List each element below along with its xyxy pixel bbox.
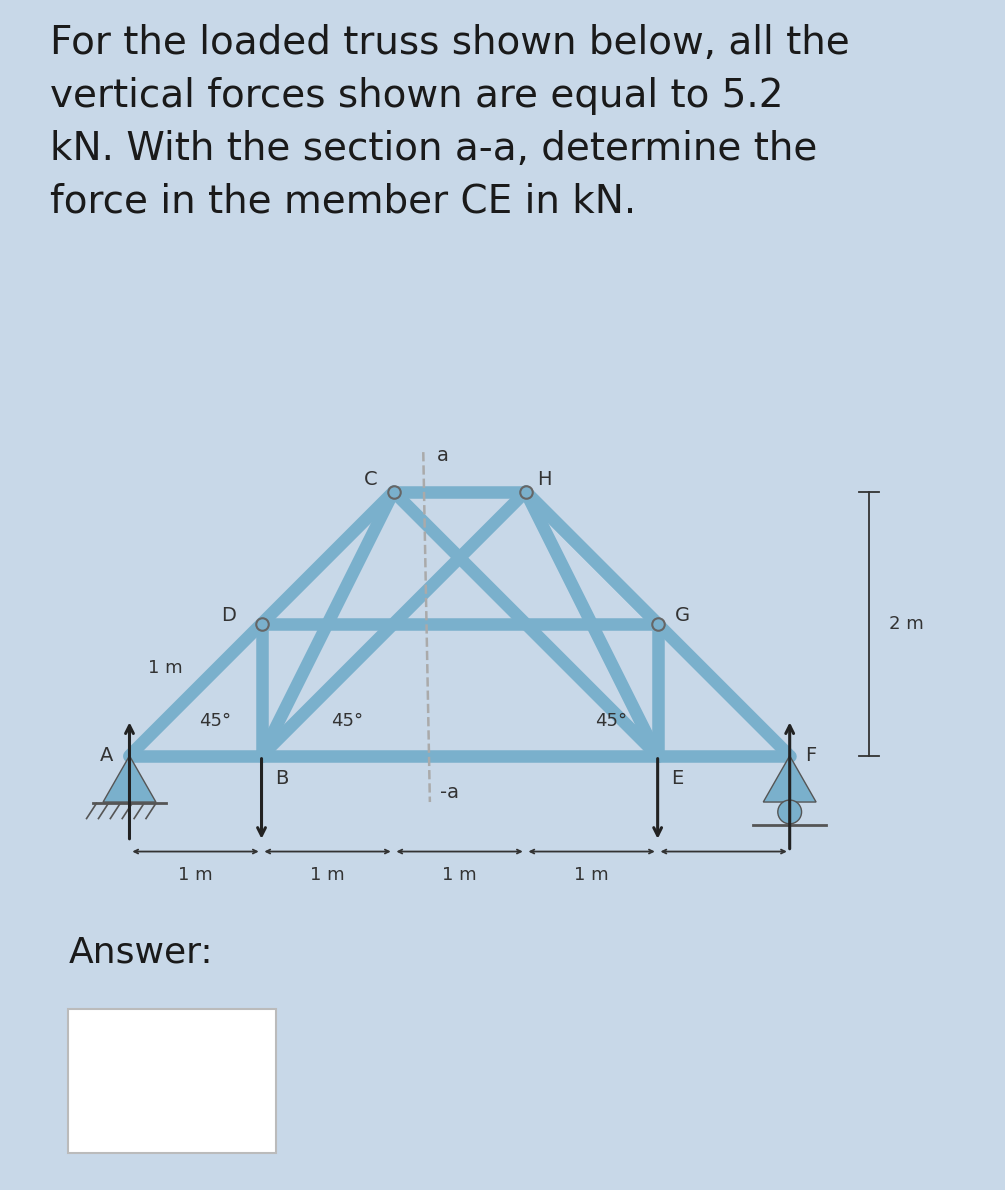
Text: C: C xyxy=(364,470,377,489)
Text: A: A xyxy=(99,746,114,765)
Text: 1 m: 1 m xyxy=(574,866,609,884)
Text: F: F xyxy=(805,746,816,765)
Text: 1 m: 1 m xyxy=(442,866,477,884)
FancyBboxPatch shape xyxy=(68,1009,276,1153)
Text: -a: -a xyxy=(440,783,458,802)
Text: 2 m: 2 m xyxy=(888,615,924,633)
Text: E: E xyxy=(671,770,683,789)
Text: 1 m: 1 m xyxy=(311,866,345,884)
Polygon shape xyxy=(763,756,816,802)
Text: B: B xyxy=(274,770,288,789)
Text: 45°: 45° xyxy=(332,712,364,731)
Text: 1 m: 1 m xyxy=(149,659,183,677)
Text: 45°: 45° xyxy=(595,712,627,731)
Text: D: D xyxy=(221,607,236,626)
Text: H: H xyxy=(537,470,552,489)
Text: a: a xyxy=(436,446,448,465)
Text: For the loaded truss shown below, all the
vertical forces shown are equal to 5.2: For the loaded truss shown below, all th… xyxy=(50,24,850,221)
Text: 1 m: 1 m xyxy=(178,866,213,884)
Text: G: G xyxy=(675,607,690,626)
Polygon shape xyxy=(104,756,156,802)
Text: Answer:: Answer: xyxy=(68,935,213,970)
Circle shape xyxy=(778,800,802,823)
Text: 45°: 45° xyxy=(199,712,231,731)
